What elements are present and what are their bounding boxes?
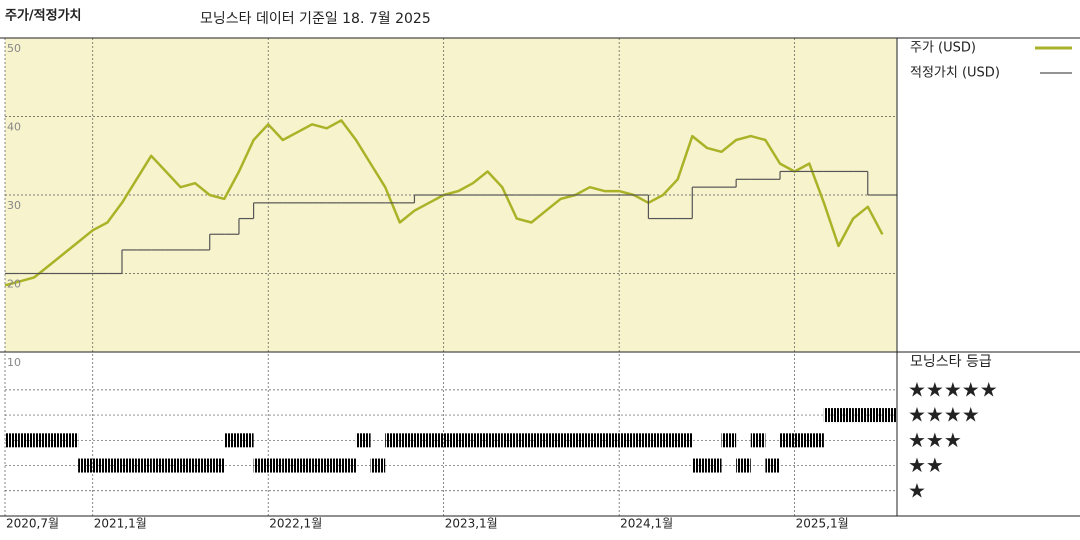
rating-bar [253, 458, 269, 473]
rating-bar [736, 458, 751, 473]
rating-bar [165, 458, 181, 473]
rating-bar [619, 433, 634, 448]
rating-bar [794, 433, 810, 448]
rating-bar [648, 433, 664, 448]
rating-bar [458, 433, 473, 448]
rating-bar [48, 433, 64, 448]
rating-bar [268, 458, 283, 473]
rating-bar [706, 458, 722, 473]
chart-subtitle: 모닝스타 데이터 기준일 18. 7월 2025 [200, 11, 431, 27]
rating-tick-label: ★★ [908, 453, 944, 477]
rating-tick-label: ★★★★ [908, 403, 980, 427]
chart-title: 주가/적정가치 [5, 8, 82, 24]
rating-bar [63, 433, 79, 448]
rating-bar [238, 433, 254, 448]
rating-bar [19, 433, 35, 448]
rating-bar [297, 458, 313, 473]
rating-bar [692, 458, 707, 473]
rating-bar [107, 458, 122, 473]
rating-bar [560, 433, 576, 448]
rating-bar [589, 433, 605, 448]
rating-bar [385, 433, 400, 448]
rating-bar [516, 433, 532, 448]
rating-bar [312, 458, 327, 473]
rating-bar [370, 458, 386, 473]
x-tick-label: 2022,1월 [269, 517, 322, 531]
rating-bar [136, 458, 152, 473]
rating-tick-label: ★ [908, 478, 926, 502]
legend-label: 주가 (USD) [910, 41, 976, 56]
y-tick-label: 10 [7, 356, 21, 369]
rating-title: 모닝스타 등급 [910, 354, 992, 370]
rating-bar [546, 433, 561, 448]
rating-bar [34, 433, 49, 448]
rating-bar [823, 408, 839, 423]
y-tick-label: 50 [7, 42, 21, 55]
rating-bar [604, 433, 620, 448]
rating-bar [180, 458, 196, 473]
rating-bar [121, 458, 137, 473]
rating-bar [429, 433, 444, 448]
rating-bar [765, 458, 781, 473]
rating-bar [341, 458, 356, 473]
rating-bar [502, 433, 517, 448]
y-tick-label: 30 [7, 199, 21, 212]
rating-bar [633, 433, 649, 448]
rating-bar [882, 408, 897, 423]
rating-bar [78, 458, 93, 473]
rating-bar [838, 408, 854, 423]
legend-label: 적정가치 (USD) [910, 66, 1000, 81]
rating-bar [472, 433, 488, 448]
rating-bar [224, 433, 239, 448]
y-tick-label: 20 [7, 278, 21, 291]
rating-bar [575, 433, 590, 448]
rating-bar [151, 458, 166, 473]
rating-bar [721, 433, 737, 448]
rating-bar [399, 433, 415, 448]
rating-bar [414, 433, 430, 448]
rating-bar [531, 433, 547, 448]
rating-tick-label: ★★★★★ [908, 377, 998, 401]
rating-bar [809, 433, 824, 448]
rating-bar [443, 433, 459, 448]
rating-tick-label: ★★★ [908, 428, 962, 452]
x-tick-label: 2020,7월 [6, 517, 59, 531]
rating-bar [750, 433, 766, 448]
marks [4, 119, 897, 473]
rating-bar [92, 458, 108, 473]
rating-bar [209, 458, 225, 473]
rating-bar [5, 433, 20, 448]
rating-bar [355, 433, 371, 448]
rating-bar [195, 458, 210, 473]
x-tick-label: 2023,1월 [445, 517, 498, 531]
rating-bar [282, 458, 298, 473]
rating-bar [677, 433, 693, 448]
rating-bar [663, 433, 678, 448]
x-tick-label: 2024,1월 [620, 517, 673, 531]
y-tick-label: 40 [7, 121, 21, 134]
rating-bar [867, 408, 883, 423]
x-tick-label: 2021,1월 [94, 517, 147, 531]
rating-bar [326, 458, 342, 473]
rating-bar [853, 408, 868, 423]
rating-bar [780, 433, 795, 448]
rating-bar [487, 433, 503, 448]
x-tick-label: 2025,1월 [796, 517, 849, 531]
